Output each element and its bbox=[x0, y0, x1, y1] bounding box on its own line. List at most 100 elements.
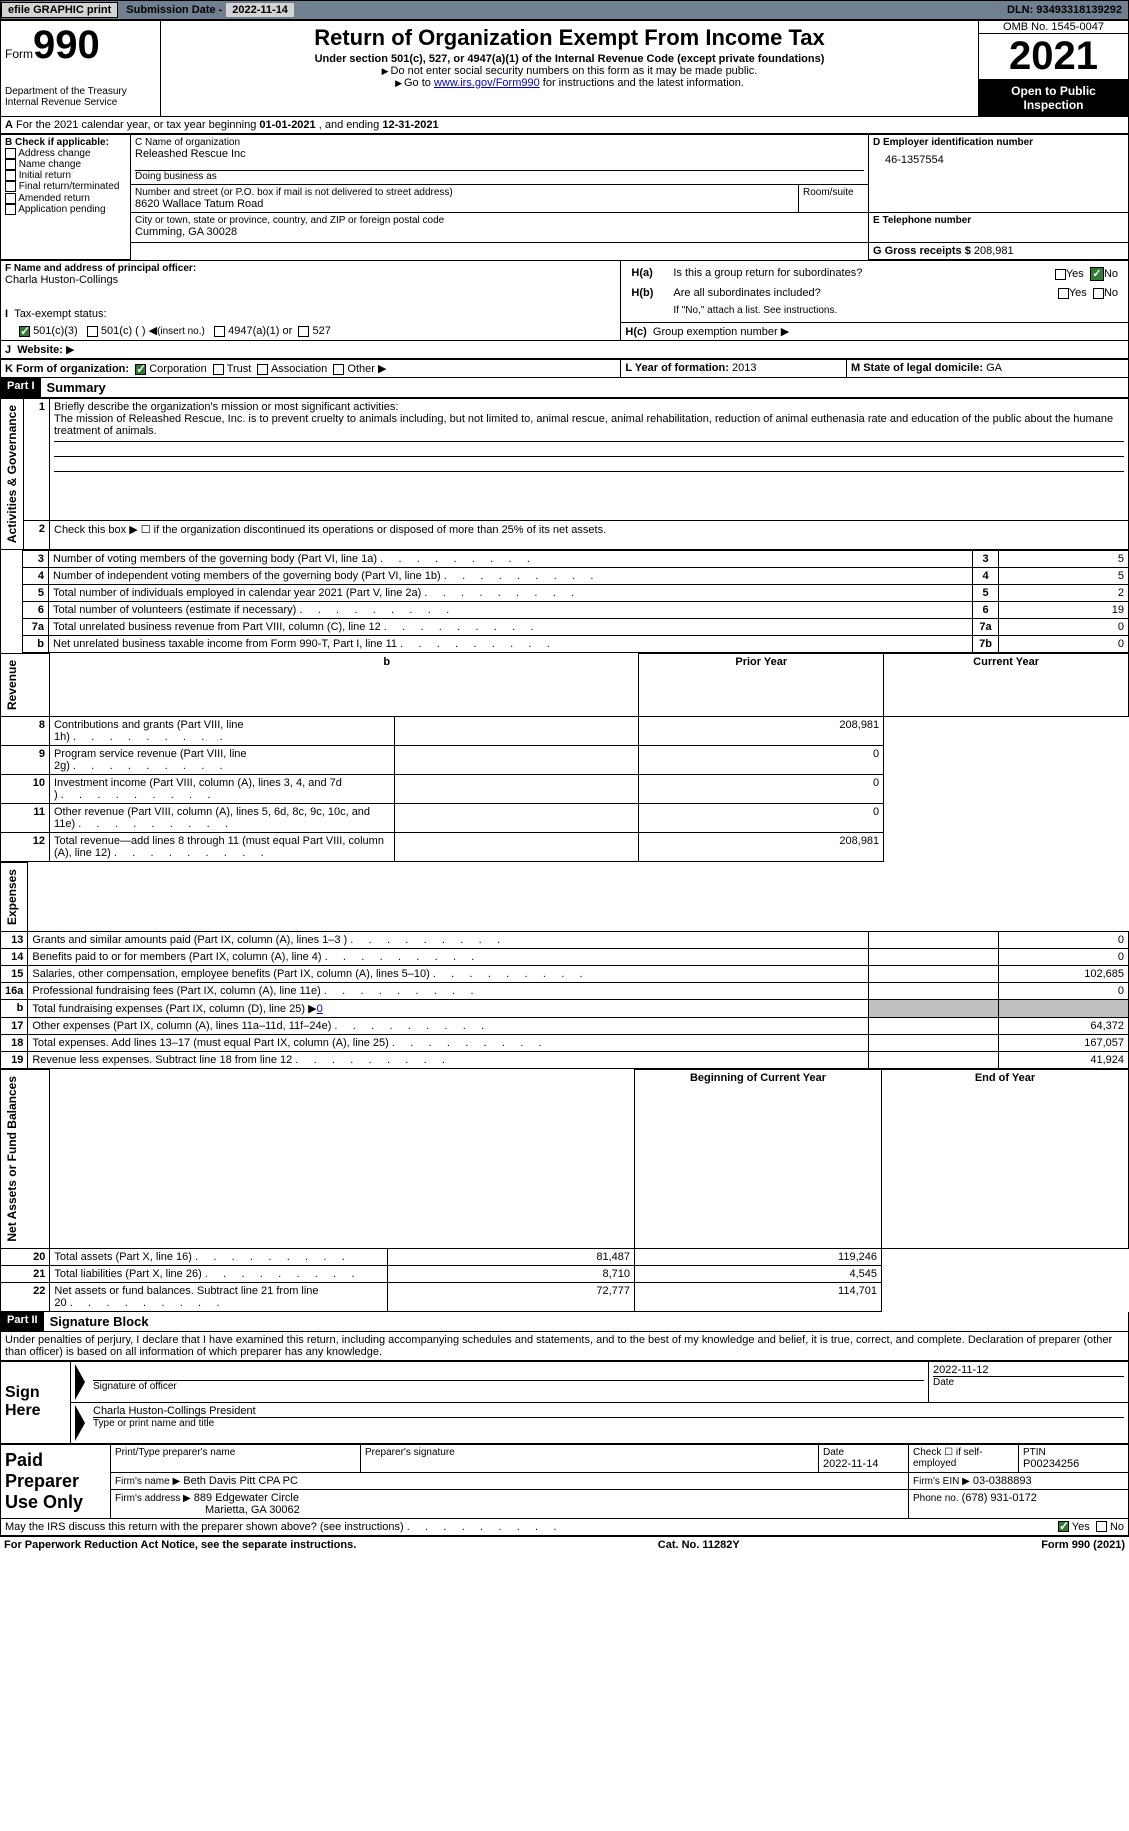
note-goto-pre: Go to bbox=[404, 77, 434, 89]
box-g-label: G Gross receipts $ bbox=[873, 245, 971, 257]
hb-no: No bbox=[1104, 287, 1118, 299]
check-discuss-no[interactable] bbox=[1096, 1521, 1107, 1532]
expense-row: 13Grants and similar amounts paid (Part … bbox=[1, 932, 1129, 949]
firm-phone: (678) 931-0172 bbox=[962, 1492, 1037, 1504]
sig-arrow-icon bbox=[75, 1364, 85, 1400]
phone-value bbox=[873, 226, 1124, 240]
opt-501c: 501(c) ( ) bbox=[101, 325, 146, 337]
check-corp[interactable] bbox=[135, 364, 146, 375]
revenue-row: 8Contributions and grants (Part VIII, li… bbox=[1, 717, 1129, 746]
check-501c[interactable] bbox=[87, 326, 98, 337]
check-hb-no[interactable] bbox=[1093, 288, 1104, 299]
firm-addr1: 889 Edgewater Circle bbox=[194, 1492, 299, 1504]
paid-preparer-block: Paid Preparer Use Only Print/Type prepar… bbox=[0, 1444, 1129, 1519]
ptin-label: PTIN bbox=[1023, 1447, 1124, 1458]
check-final-return[interactable] bbox=[5, 181, 16, 192]
col-begin-year: Beginning of Current Year bbox=[635, 1070, 882, 1249]
preparer-name-label: Print/Type preparer's name bbox=[115, 1447, 356, 1458]
dba-label: Doing business as bbox=[135, 171, 864, 182]
check-527[interactable] bbox=[298, 326, 309, 337]
check-hb-yes[interactable] bbox=[1058, 288, 1069, 299]
check-other[interactable] bbox=[333, 364, 344, 375]
expense-row: 17Other expenses (Part IX, column (A), l… bbox=[1, 1018, 1129, 1035]
summary-row: 4 Number of independent voting members o… bbox=[1, 568, 1129, 585]
tax-year-begin: 01-01-2021 bbox=[259, 119, 315, 131]
check-address-change[interactable] bbox=[5, 148, 16, 159]
summary-ag-detail: 3 Number of voting members of the govern… bbox=[0, 550, 1129, 653]
summary-row: b Net unrelated business taxable income … bbox=[1, 636, 1129, 653]
check-501c3[interactable] bbox=[19, 326, 30, 337]
paid-preparer-label: Paid Preparer Use Only bbox=[1, 1444, 111, 1518]
sig-date-label: Date bbox=[933, 1377, 1124, 1388]
top-toolbar: efile GRAPHIC print Submission Date - 20… bbox=[0, 0, 1129, 20]
check-ha-yes[interactable] bbox=[1055, 269, 1066, 280]
mission-label: Briefly describe the organization's miss… bbox=[54, 401, 398, 413]
irs-label: Internal Revenue Service bbox=[5, 97, 156, 108]
expenses-table: Expenses 13Grants and similar amounts pa… bbox=[0, 862, 1129, 1069]
p-date-label: Date bbox=[823, 1447, 904, 1458]
h-b-text: Are all subordinates included? bbox=[669, 285, 1010, 301]
form-title: Return of Organization Exempt From Incom… bbox=[165, 25, 974, 51]
side-revenue: Revenue bbox=[5, 656, 19, 714]
note-goto-post: for instructions and the latest informat… bbox=[540, 77, 744, 89]
self-employed-check: Check ☐ if self-employed bbox=[913, 1447, 1014, 1469]
pra-notice: For Paperwork Reduction Act Notice, see … bbox=[4, 1539, 356, 1551]
opt-other: Other bbox=[347, 363, 375, 375]
ha-no: No bbox=[1104, 268, 1118, 280]
line-a-pre: For the 2021 calendar year, or tax year … bbox=[16, 119, 259, 131]
opt-501c3: 501(c)(3) bbox=[33, 325, 78, 337]
expense-row: 18Total expenses. Add lines 13–17 (must … bbox=[1, 1035, 1129, 1052]
check-ha-no[interactable]: ✓ bbox=[1090, 267, 1104, 281]
box-f-label: F Name and address of principal officer: bbox=[5, 263, 196, 274]
opt-corp: Corporation bbox=[149, 363, 206, 375]
signature-block: Sign Here Signature of officer 2022-11-1… bbox=[0, 1361, 1129, 1444]
check-amended[interactable] bbox=[5, 193, 16, 204]
city-state-zip: Cumming, GA 30028 bbox=[135, 226, 864, 238]
ein-value: 46-1357554 bbox=[885, 154, 1124, 166]
side-activities: Activities & Governance bbox=[5, 401, 19, 547]
check-initial-return[interactable] bbox=[5, 170, 16, 181]
dln: DLN: 93493318139292 bbox=[1007, 4, 1128, 16]
box-m-label: M State of legal domicile: bbox=[851, 362, 983, 374]
box-b-label: B Check if applicable: bbox=[5, 137, 126, 148]
opt-assoc: Association bbox=[271, 363, 327, 375]
opt-initial-return: Initial return bbox=[19, 170, 71, 181]
website-label: Website: bbox=[17, 344, 63, 356]
form-number: 990 bbox=[33, 23, 100, 67]
klm-block: K Form of organization: Corporation Trus… bbox=[0, 359, 1129, 378]
line-2: Check this box ▶ ☐ if the organization d… bbox=[50, 521, 1129, 550]
opt-name-change: Name change bbox=[19, 159, 81, 170]
state-domicile: GA bbox=[986, 362, 1002, 374]
discuss-yes: Yes bbox=[1072, 1521, 1090, 1533]
form-word: Form bbox=[5, 47, 33, 61]
summary-table: Activities & Governance 1 Briefly descri… bbox=[0, 398, 1129, 550]
efile-print-button[interactable]: efile GRAPHIC print bbox=[1, 2, 118, 18]
h-note: If "No," attach a list. See instructions… bbox=[669, 303, 1122, 318]
col-prior-year: Prior Year bbox=[639, 654, 884, 717]
col-current-year: Current Year bbox=[884, 654, 1129, 717]
check-assoc[interactable] bbox=[257, 364, 268, 375]
cat-no: Cat. No. 11282Y bbox=[658, 1539, 740, 1551]
opt-trust: Trust bbox=[227, 363, 252, 375]
box-c-name-label: C Name of organization bbox=[135, 137, 864, 148]
irs-link[interactable]: www.irs.gov/Form990 bbox=[434, 77, 540, 89]
part-ii-badge: Part II bbox=[1, 1312, 44, 1331]
revenue-row: 10Investment income (Part VIII, column (… bbox=[1, 775, 1129, 804]
check-name-change[interactable] bbox=[5, 159, 16, 170]
part-i-badge: Part I bbox=[1, 378, 41, 397]
year-formation: 2013 bbox=[732, 362, 756, 374]
check-trust[interactable] bbox=[213, 364, 224, 375]
tax-year: 2021 bbox=[979, 33, 1128, 80]
expense-row: 14Benefits paid to or for members (Part … bbox=[1, 949, 1129, 966]
netassets-row: 21Total liabilities (Part X, line 26) 8,… bbox=[1, 1265, 1129, 1282]
discuss-row: May the IRS discuss this return with the… bbox=[0, 1519, 1129, 1536]
check-app-pending[interactable] bbox=[5, 204, 16, 215]
check-4947[interactable] bbox=[214, 326, 225, 337]
omb-number: OMB No. 1545-0047 bbox=[979, 21, 1128, 33]
insert-no: (insert no.) bbox=[157, 326, 205, 337]
opt-amended: Amended return bbox=[18, 193, 90, 204]
check-discuss-yes[interactable] bbox=[1058, 1521, 1069, 1532]
tax-exempt-label: Tax-exempt status: bbox=[14, 308, 106, 320]
box-l-label: L Year of formation: bbox=[625, 362, 729, 374]
part-ii-header: Part II Signature Block bbox=[0, 1312, 1129, 1332]
